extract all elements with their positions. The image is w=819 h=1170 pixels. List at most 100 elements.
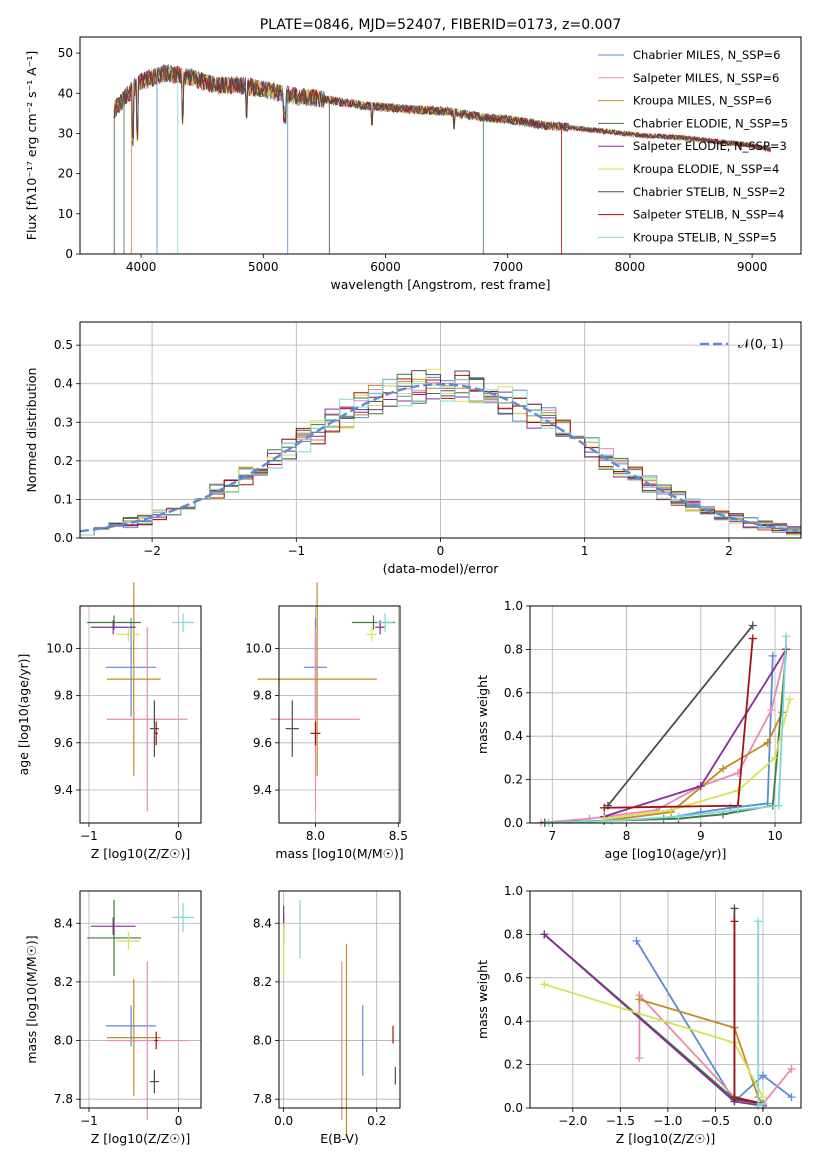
weight-marker-7 [730, 1093, 739, 1102]
x-axis-label: Z [log10(Z/Z☉)] [91, 1131, 191, 1146]
y-tick-label: 30 [58, 126, 73, 140]
legend-label-4: Salpeter ELODIE, N_SSP=3 [633, 139, 787, 153]
weight-line-3 [543, 933, 764, 1105]
x-tick-label: −1 [80, 829, 98, 843]
y-tick-label: 0.0 [54, 531, 73, 545]
x-tick-label: −0.5 [701, 1114, 730, 1128]
legend-label-2: Kroupa MILES, N_SSP=6 [633, 94, 772, 108]
weight-line-5 [544, 983, 764, 1098]
y-tick-label: 0.4 [504, 1014, 523, 1028]
x-tick-label: 0.0 [753, 1114, 772, 1128]
weight-marker-2 [719, 764, 728, 773]
y-tick-label: 7.8 [253, 1092, 272, 1106]
y-axis-label: age [log10(age/yr)] [16, 654, 31, 776]
y-axis-label: mass weight [475, 960, 490, 1039]
x-tick-label: 8.5 [389, 829, 408, 843]
x-axis-label: wavelength [Angstrom, rest frame] [330, 277, 550, 292]
weight-marker-6 [748, 621, 757, 630]
y-tick-label: 0.5 [54, 338, 73, 352]
y-tick-label: 0.2 [54, 454, 73, 468]
legend-label-gaussian: 𝒩(0, 1) [738, 336, 784, 351]
weight-marker-5 [785, 695, 794, 704]
weight-line-6 [607, 624, 754, 807]
x-tick-label: 0 [437, 544, 445, 558]
weight-line-5 [604, 699, 791, 820]
y-tick-label: 0.2 [504, 1058, 523, 1072]
y-tick-label: 0.1 [54, 492, 73, 506]
y-tick-label: 9.4 [253, 783, 272, 797]
axes-frame [79, 36, 802, 255]
y-tick-label: 8.0 [54, 1034, 73, 1048]
weight-marker-8 [774, 801, 783, 810]
y-tick-label: 0.4 [504, 729, 523, 743]
x-tick-label: 5000 [248, 260, 279, 274]
x-tick-label: 7000 [492, 260, 523, 274]
weight-marker-7 [730, 917, 739, 926]
weight-line-8 [548, 636, 788, 824]
x-tick-label: 8000 [615, 260, 646, 274]
x-tick-label: −1.0 [653, 1114, 682, 1128]
weight-marker-5 [733, 786, 742, 795]
y-tick-label: 0.2 [504, 773, 523, 787]
weight-marker-8 [674, 812, 683, 821]
weight-marker-4 [696, 782, 705, 791]
weight-marker-1 [767, 706, 776, 715]
y-tick-label: 0.4 [54, 377, 73, 391]
x-tick-label: 9000 [737, 260, 768, 274]
axes-frame [79, 605, 202, 824]
x-axis-label: mass [log10(M/M☉)] [275, 846, 403, 861]
y-tick-label: 50 [58, 46, 73, 60]
y-tick-label: 10 [58, 207, 73, 221]
y-tick-label: 8.2 [253, 975, 272, 989]
y-tick-label: 0 [65, 247, 73, 261]
weight-marker-7 [600, 803, 609, 812]
axes-frame [278, 890, 401, 1109]
weight-marker-5 [771, 753, 780, 762]
weight-line-2 [639, 998, 764, 1105]
y-tick-label: 20 [58, 167, 73, 181]
x-tick-label: 2 [725, 544, 733, 558]
weight-marker-5 [540, 980, 549, 989]
legend-label-7: Salpeter STELIB, N_SSP=4 [633, 208, 784, 222]
weight-marker-7 [748, 634, 757, 643]
y-tick-label: 9.6 [253, 736, 272, 750]
x-axis-label: E(B-V) [320, 1131, 359, 1146]
y-axis-label: mass [log10(M/M☉)] [24, 935, 39, 1063]
x-tick-label: 7 [548, 829, 556, 843]
y-tick-label: 0.8 [504, 642, 523, 656]
weight-marker-8 [733, 805, 742, 814]
y-tick-label: 9.6 [54, 736, 73, 750]
x-axis-label: Z [log10(Z/Z☉)] [616, 1131, 716, 1146]
y-axis-label: Normed distribution [24, 368, 39, 493]
x-tick-label: −2.0 [558, 1114, 587, 1128]
y-tick-label: 10.0 [245, 641, 272, 655]
x-tick-label: −1.5 [606, 1114, 635, 1128]
legend-label-8: Kroupa STELIB, N_SSP=5 [633, 230, 777, 244]
weight-marker-1 [635, 1054, 644, 1063]
weight-marker-8 [754, 917, 763, 926]
y-tick-label: 0.6 [504, 686, 523, 700]
legend-label-5: Kroupa ELODIE, N_SSP=4 [633, 162, 779, 176]
x-tick-label: 0 [175, 829, 183, 843]
y-tick-label: 0.3 [54, 415, 73, 429]
series-line-6 [113, 64, 771, 151]
legend-label-6: Chabrier STELIB, N_SSP=2 [633, 185, 785, 199]
weight-marker-4 [540, 930, 549, 939]
legend-label-1: Salpeter MILES, N_SSP=6 [633, 71, 779, 85]
legend-label-0: Chabrier MILES, N_SSP=6 [633, 48, 780, 62]
legend-label-3: Chabrier ELODIE, N_SSP=5 [633, 116, 788, 130]
gaussian-curve [79, 382, 799, 533]
weight-marker-6 [730, 904, 739, 913]
x-tick-label: 0.0 [274, 1114, 293, 1128]
y-tick-label: 0.0 [504, 1101, 523, 1115]
weight-marker-2 [635, 995, 644, 1004]
weight-marker-2 [763, 738, 772, 747]
weight-marker-0 [768, 651, 777, 660]
x-tick-label: 6000 [370, 260, 401, 274]
axes-frame [278, 605, 401, 824]
y-tick-label: 8.2 [54, 975, 73, 989]
axes-frame [529, 890, 802, 1109]
weight-marker-0 [787, 1093, 796, 1102]
axes-frame [79, 890, 202, 1109]
y-tick-label: 0.0 [504, 816, 523, 830]
